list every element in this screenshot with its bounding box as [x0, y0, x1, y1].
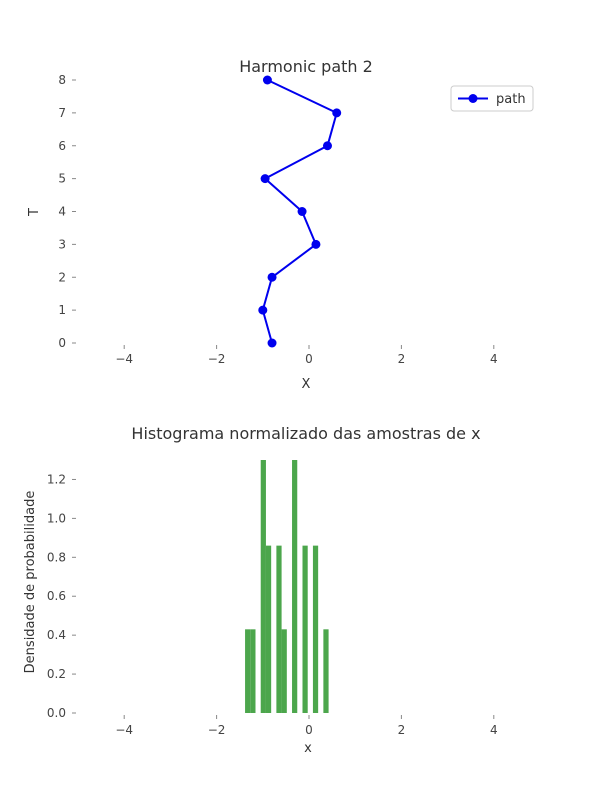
- y-tick-label: 1: [58, 303, 66, 317]
- x-tick-label: −4: [115, 352, 133, 366]
- data-point: [322, 141, 332, 151]
- x-tick-label: 0: [305, 723, 313, 737]
- y-tick-label: 5: [58, 172, 66, 186]
- data-point: [297, 207, 307, 216]
- path-chart: Harmonic path 2 X T −4 −2 0 2 4 0 1 2 3 4 5 6 7 8 pa…: [27, 57, 534, 392]
- histogram-bar: [302, 545, 308, 713]
- x-tick-label: −4: [115, 723, 133, 737]
- histogram-title: Histograma normalizado das amostras de x: [131, 424, 480, 443]
- histogram-bar: [281, 629, 287, 713]
- data-point: [258, 305, 268, 315]
- histogram-bar: [265, 545, 272, 713]
- y-tick-label: 8: [58, 73, 66, 87]
- histogram-bar: [276, 545, 282, 713]
- histogram-xlabel: x: [304, 741, 312, 756]
- y-tick-label: 0.6: [47, 589, 66, 603]
- data-point: [267, 272, 277, 282]
- histogram-chart: Histograma normalizado das amostras de x…: [23, 424, 498, 756]
- y-tick-label: 0.0: [47, 706, 66, 720]
- y-tick-label: 7: [58, 106, 66, 120]
- histogram-bar: [323, 629, 329, 713]
- path-chart-ylabel: T: [27, 208, 42, 217]
- histogram-bars: [245, 460, 329, 713]
- path-chart-series: [258, 75, 342, 348]
- y-tick-label: 0: [58, 336, 66, 350]
- x-tick-label: 0: [305, 352, 313, 366]
- path-chart-xlabel: X: [302, 377, 311, 392]
- y-tick-label: 4: [58, 205, 66, 219]
- y-tick-label: 0.8: [47, 550, 66, 564]
- path-chart-legend: path: [450, 85, 534, 112]
- x-tick-label: −2: [208, 352, 226, 366]
- histogram-bar: [312, 545, 319, 713]
- y-tick-label: 0.4: [47, 628, 66, 642]
- data-point: [260, 174, 270, 184]
- data-point: [332, 108, 342, 118]
- legend-marker-swatch: [468, 94, 478, 103]
- data-point: [311, 239, 321, 249]
- histogram-bar: [245, 629, 251, 713]
- data-point: [267, 338, 277, 348]
- path-chart-title: Harmonic path 2: [239, 57, 373, 76]
- y-tick-label: 1.0: [47, 511, 66, 525]
- histogram-ylabel: Densidade de probabilidade: [23, 491, 38, 674]
- y-tick-label: 1.2: [47, 472, 66, 486]
- x-tick-label: 4: [490, 352, 498, 366]
- histogram-yticks: 0.0 0.2 0.4 0.6 0.8 1.0 1.2: [47, 472, 76, 720]
- path-chart-xticks: −4 −2 0 2 4: [115, 345, 498, 366]
- legend-label-path: path: [496, 92, 526, 107]
- data-point: [262, 75, 272, 85]
- path-chart-yticks: 0 1 2 3 4 5 6 7 8: [58, 73, 76, 350]
- x-tick-label: 2: [398, 352, 406, 366]
- histogram-bar: [250, 629, 256, 713]
- legend-frame: [450, 85, 534, 112]
- histogram-bar: [260, 460, 266, 713]
- y-tick-label: 6: [58, 139, 66, 153]
- x-tick-label: 2: [398, 723, 406, 737]
- x-tick-label: −2: [208, 723, 226, 737]
- y-tick-label: 2: [58, 270, 66, 284]
- histogram-bar: [292, 460, 298, 713]
- x-tick-label: 4: [490, 723, 498, 737]
- histogram-xticks: −4 −2 0 2 4: [115, 715, 498, 737]
- y-tick-label: 0.2: [47, 667, 66, 681]
- y-tick-label: 3: [58, 237, 66, 251]
